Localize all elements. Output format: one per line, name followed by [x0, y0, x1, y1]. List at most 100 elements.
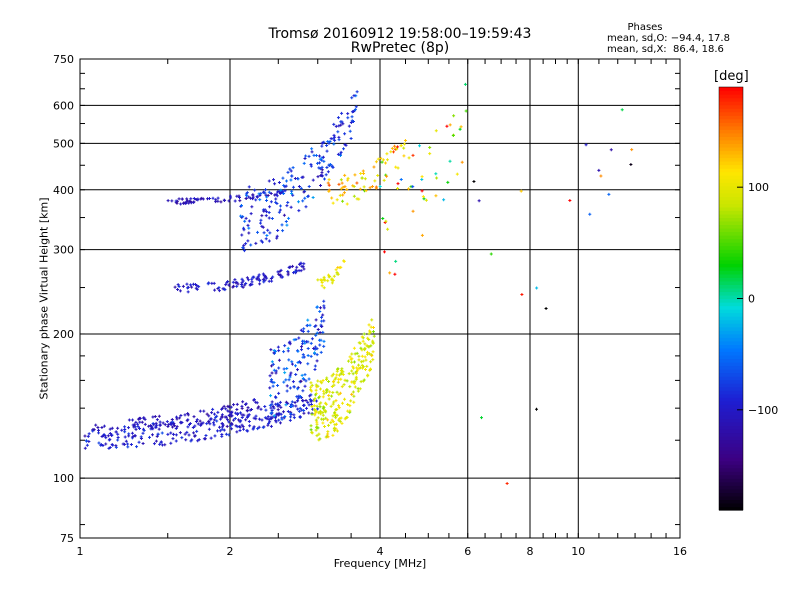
data-point [268, 386, 272, 390]
colorbar-segment [719, 369, 743, 374]
data-point [228, 410, 232, 414]
data-point [270, 279, 274, 283]
data-point [292, 338, 296, 342]
data-point [330, 374, 334, 378]
data-point [300, 348, 304, 352]
data-point [170, 199, 174, 203]
data-point [282, 410, 286, 414]
colorbar-segment [719, 220, 743, 226]
data-point [357, 341, 361, 345]
data-point [301, 330, 305, 334]
data-point [382, 158, 386, 162]
data-point [336, 116, 340, 120]
data-point [108, 431, 112, 435]
x-tick-label: 16 [673, 545, 687, 558]
data-point [394, 259, 398, 263]
colorbar-segment [719, 125, 743, 130]
data-point [348, 385, 352, 389]
data-point [172, 424, 176, 428]
data-point [389, 150, 393, 154]
data-point [241, 285, 245, 289]
data-point [242, 243, 246, 247]
data-point [349, 399, 353, 403]
data-point [445, 124, 449, 128]
data-point [326, 279, 330, 283]
data-point [313, 368, 317, 372]
data-point [174, 433, 178, 437]
data-point [229, 424, 233, 428]
data-point [350, 96, 354, 100]
data-point [158, 442, 162, 446]
data-point [331, 433, 335, 437]
data-point [376, 157, 380, 161]
data-point [325, 388, 329, 392]
data-point [352, 346, 356, 350]
data-point [212, 281, 216, 285]
data-point [331, 402, 335, 406]
colorbar-segment [719, 400, 743, 405]
data-point [288, 418, 292, 422]
data-point [251, 427, 255, 431]
colorbar-segment [719, 492, 743, 497]
x-axis-label: Frequency [MHz] [333, 557, 427, 570]
data-point [372, 334, 376, 338]
data-point [94, 423, 98, 427]
data-point [240, 416, 244, 420]
data-point [303, 341, 307, 345]
data-point [312, 153, 316, 157]
data-point [347, 372, 351, 376]
colorbar-segment [719, 383, 743, 388]
data-point [319, 338, 323, 342]
data-point [262, 209, 266, 213]
data-point [100, 425, 104, 429]
data-point [341, 185, 345, 189]
data-point [269, 394, 273, 398]
data-point [380, 160, 384, 164]
data-point [597, 168, 601, 172]
data-point [318, 330, 322, 334]
data-point [132, 425, 136, 429]
data-point [286, 201, 290, 205]
colorbar-segment [719, 358, 743, 363]
data-point [363, 355, 367, 359]
data-point [363, 342, 367, 346]
data-point [289, 415, 293, 419]
data-point [322, 286, 326, 290]
data-point [298, 415, 302, 419]
data-point [267, 216, 271, 220]
data-point [249, 243, 253, 247]
data-point [291, 380, 295, 384]
data-point [327, 183, 331, 187]
phase-x-stats: mean, sd,X: 86.4, 18.6 [607, 44, 724, 55]
chart-title-line2: RwPretec (8p) [350, 40, 450, 56]
data-point [261, 225, 265, 229]
data-point [108, 427, 112, 431]
colorbar-segment [719, 136, 743, 141]
data-point [348, 355, 352, 359]
colorbar-segment [719, 393, 743, 398]
colorbar-segment [719, 263, 743, 268]
data-point [294, 404, 298, 408]
data-point [278, 400, 282, 404]
data-point [210, 411, 214, 415]
data-point [314, 388, 318, 392]
data-point [355, 377, 359, 381]
data-point [272, 178, 276, 182]
colorbar-segment [719, 210, 743, 215]
data-point [300, 345, 304, 349]
data-point [351, 184, 355, 188]
data-point [197, 438, 201, 442]
data-point [301, 265, 305, 269]
data-point [211, 407, 215, 411]
colorbar-tick-label: −100 [748, 404, 778, 417]
data-point [285, 389, 289, 393]
data-point [268, 205, 272, 209]
data-point [279, 273, 283, 277]
data-point [238, 425, 242, 429]
data-point [110, 443, 114, 447]
data-point [187, 201, 191, 205]
data-point [186, 425, 190, 429]
colorbar-segment [719, 150, 743, 155]
data-point [318, 410, 322, 414]
data-point [138, 420, 142, 424]
